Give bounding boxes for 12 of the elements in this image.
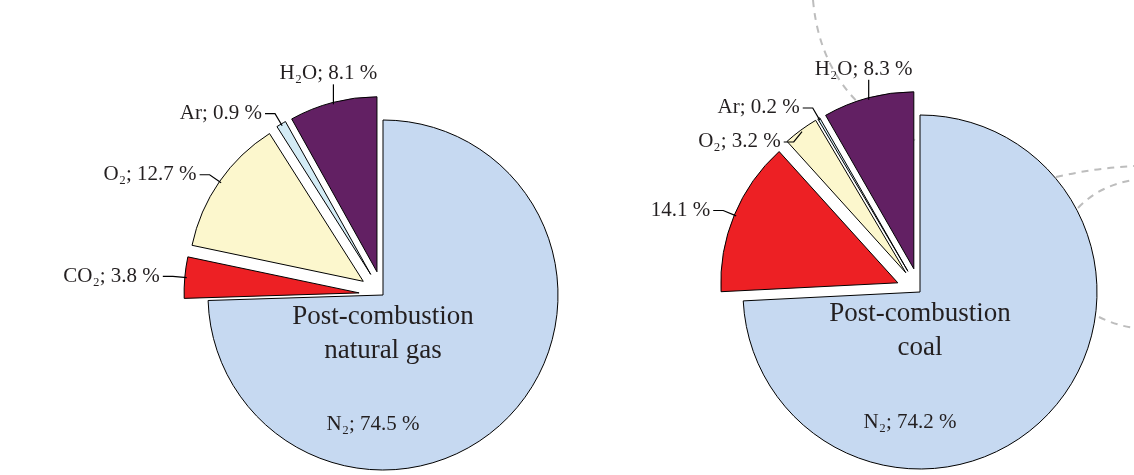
slice-label: O₂; 3.2 % bbox=[698, 128, 781, 153]
slice-label: H₂O; 8.3 % bbox=[814, 55, 913, 80]
slice-label: Ar; 0.2 % bbox=[717, 94, 800, 119]
slice-label: N₂; 74.5 % bbox=[326, 411, 420, 436]
slice-label: N₂; 74.2 % bbox=[863, 409, 957, 434]
slice-label: CO₂; 3.8 % bbox=[63, 262, 160, 287]
text: Post-combustion natural gas bbox=[292, 299, 475, 364]
slice-label: H₂O; 8.1 % bbox=[279, 60, 378, 85]
text: Post-combustion coal bbox=[829, 297, 1012, 362]
slice-label: O₂; 12.7 % bbox=[103, 161, 197, 186]
data-label: 14.1 % bbox=[650, 197, 711, 221]
slice-label: Ar; 0.9 % bbox=[179, 100, 263, 125]
